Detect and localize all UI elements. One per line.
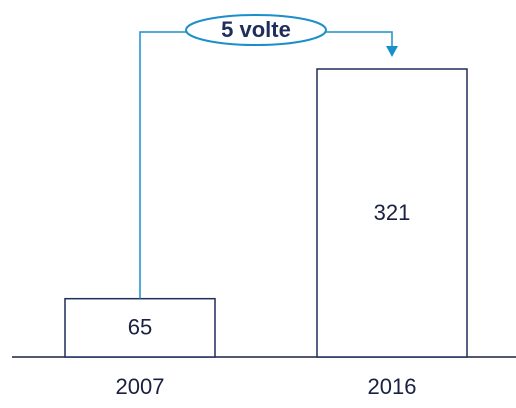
x-tick-label: 2016 [368,374,417,399]
value-label: 321 [374,200,411,225]
arrowhead [386,46,398,57]
bar [64,297,216,358]
bar [316,68,468,358]
x-tick-label: 2007 [116,374,165,399]
value-label: 65 [128,315,152,340]
annotation-bubble [185,14,327,46]
annotation: 5 volte [221,17,291,42]
